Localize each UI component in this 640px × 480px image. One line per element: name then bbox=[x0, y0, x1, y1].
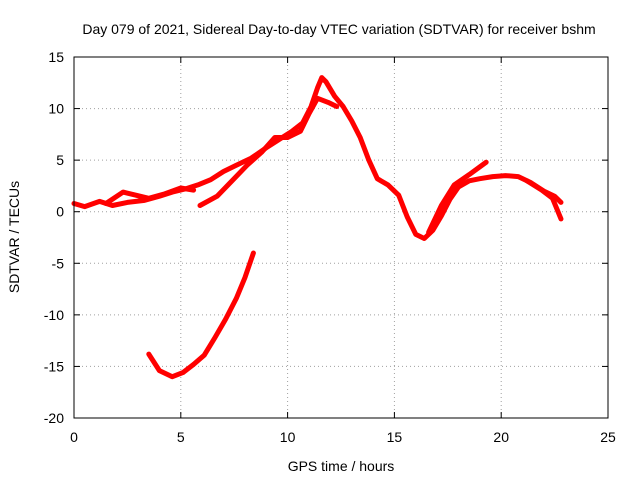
x-tick-label: 0 bbox=[70, 429, 78, 445]
series-arc-4 bbox=[146, 250, 256, 380]
series-arc-2 bbox=[103, 185, 197, 206]
y-tick-label: -15 bbox=[44, 358, 64, 374]
y-tick-label: 15 bbox=[48, 49, 64, 65]
grid bbox=[74, 57, 608, 418]
x-tick-label: 15 bbox=[387, 429, 403, 445]
x-axis-title: GPS time / hours bbox=[288, 458, 395, 474]
y-tick-label: -20 bbox=[44, 410, 64, 426]
series-arc-6 bbox=[524, 178, 564, 222]
y-tick-label: 0 bbox=[56, 204, 64, 220]
series-arc-5 bbox=[426, 159, 489, 235]
chart-title: Day 079 of 2021, Sidereal Day-to-day VTE… bbox=[82, 21, 595, 37]
y-tick-label: -10 bbox=[44, 307, 64, 323]
axis-ticks: 0 5 10 15 20 25 -20 -15 -10 -5 0 5 10 15 bbox=[44, 49, 616, 445]
y-tick-label: 10 bbox=[48, 101, 64, 117]
y-tick-label: 5 bbox=[56, 152, 64, 168]
x-tick-label: 20 bbox=[493, 429, 509, 445]
plot-frame bbox=[73, 56, 609, 419]
y-axis-title: SDTVAR / TECUs bbox=[6, 181, 22, 293]
series-arc-3 bbox=[197, 95, 340, 208]
y-tick-label: -5 bbox=[52, 255, 65, 271]
x-tick-label: 25 bbox=[600, 429, 616, 445]
x-tick-label: 10 bbox=[280, 429, 296, 445]
x-tick-label: 5 bbox=[177, 429, 185, 445]
data-series bbox=[71, 75, 564, 380]
